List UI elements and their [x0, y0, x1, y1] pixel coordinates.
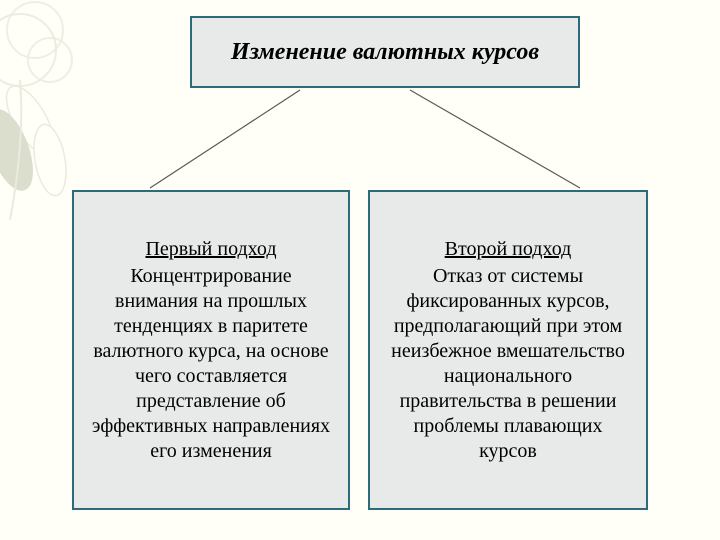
approach-box-first: Первый подход Концентрирование внимания …: [72, 190, 350, 510]
approach-body: Концентрирование внимания на прошлых тен…: [92, 265, 330, 462]
title-text: Изменение валютных курсов: [231, 38, 539, 67]
approach-content: Второй подход Отказ от системы фиксирова…: [384, 237, 632, 464]
approach-box-second: Второй подход Отказ от системы фиксирова…: [368, 190, 648, 510]
approach-heading: Второй подход: [384, 237, 632, 262]
approach-heading: Первый подход: [88, 237, 334, 262]
title-box: Изменение валютных курсов: [190, 16, 580, 88]
approach-body: Отказ от системы фиксированных курсов, п…: [391, 265, 625, 462]
approach-content: Первый подход Концентрирование внимания …: [88, 237, 334, 464]
